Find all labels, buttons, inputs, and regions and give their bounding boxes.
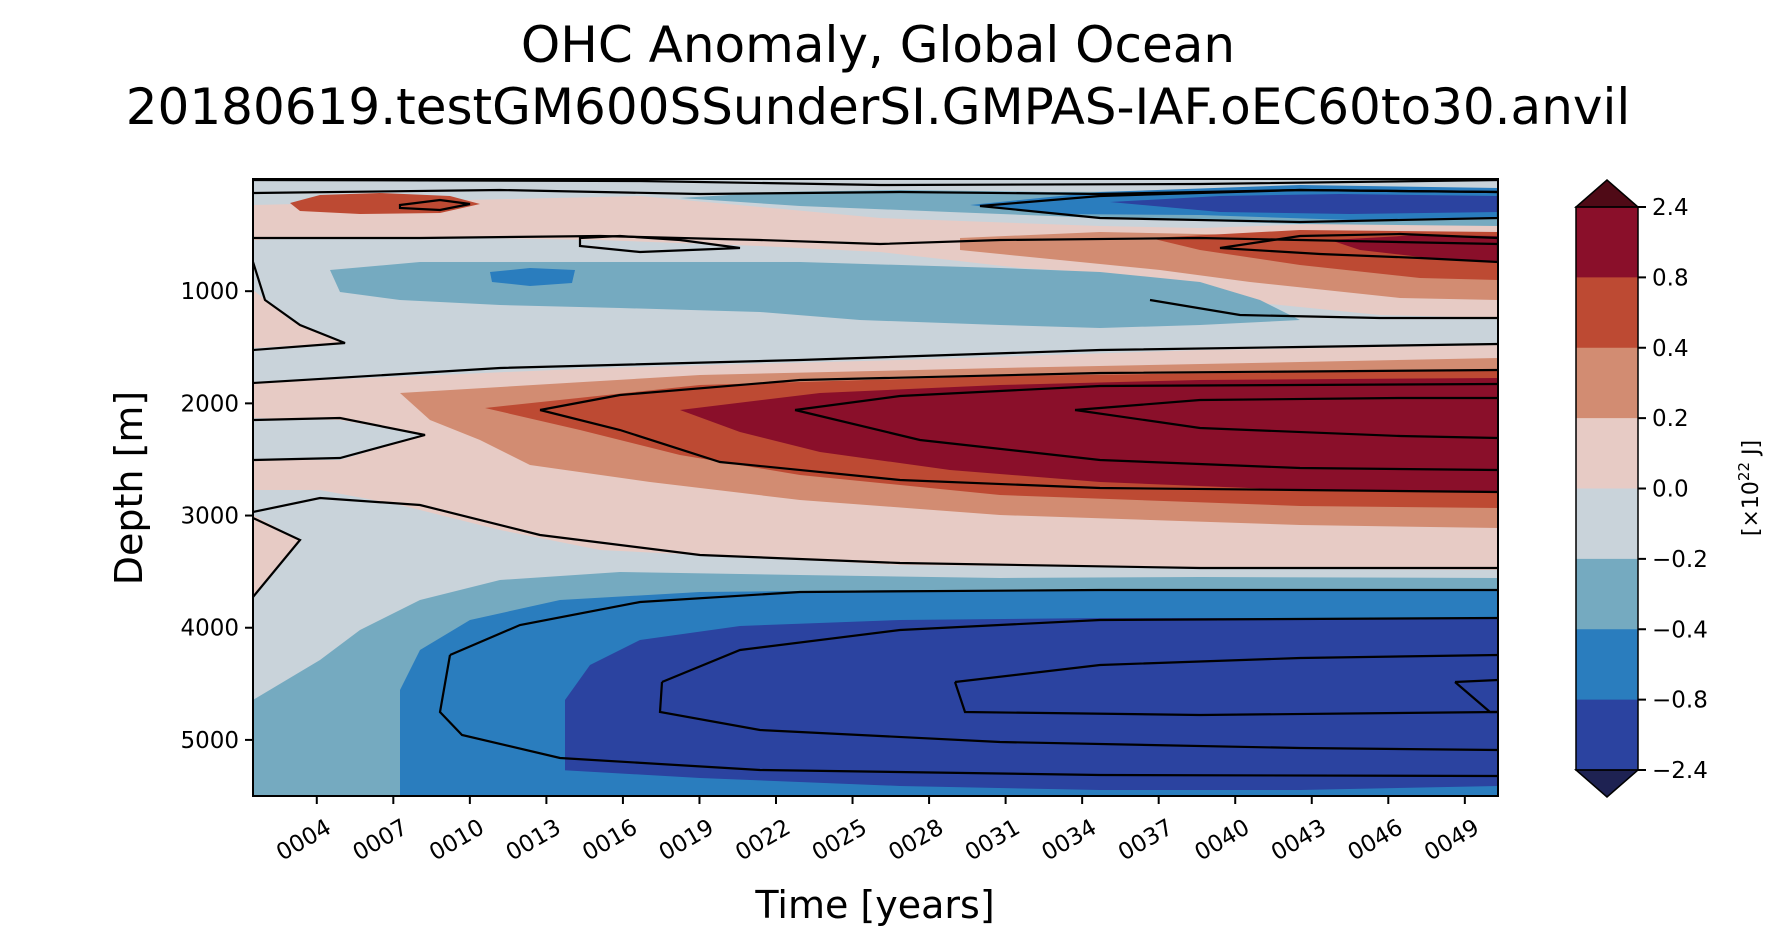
y-tick-label: 2000: [180, 391, 239, 417]
colorbar-bin: [1576, 699, 1638, 771]
region-neg-0.4-0.8-patch: [490, 268, 575, 286]
x-tick-label: 0049: [1420, 815, 1484, 867]
region-neg-0.4-0.8-bottom: [560, 770, 1498, 796]
contour-line: [253, 416, 426, 462]
region-pos-0.8-2.4-main: [680, 378, 1498, 492]
contour-line: [253, 179, 1498, 187]
contour-line: [578, 234, 741, 254]
colorbar-tick-label: −0.4: [1652, 617, 1708, 643]
contour-line: [539, 368, 1498, 412]
contour-line: [953, 681, 1498, 717]
colorbar-over-triangle: [1573, 179, 1641, 208]
colorbar-bin: [1576, 207, 1638, 278]
contour-line: [1454, 681, 1498, 714]
colorbar-bin: [1576, 488, 1638, 560]
colorbar-bin: [1576, 347, 1638, 419]
contour-line: [661, 616, 1498, 684]
x-tick-label: 0040: [1191, 815, 1255, 867]
colorbar-under-triangle: [1573, 769, 1641, 798]
contour-line: [1219, 232, 1498, 264]
x-tick-label: 0007: [349, 815, 413, 867]
x-tick-label: 0034: [1037, 815, 1101, 867]
contour-line: [1074, 396, 1498, 412]
contour-line: [253, 496, 1498, 570]
x-tick-label: 0025: [808, 815, 872, 867]
contour-line: [253, 261, 346, 352]
x-tick-label: 0046: [1344, 815, 1408, 867]
y-axis-ticks: 1000 2000 3000 4000 5000: [180, 279, 253, 754]
x-tick-label: 0016: [578, 815, 642, 867]
x-tick-label: 0031: [961, 815, 1025, 867]
chart-title: OHC Anomaly, Global Ocean: [521, 16, 1235, 74]
contour-line: [658, 681, 1498, 752]
colorbar-unit-suffix: J]: [1739, 440, 1764, 462]
x-axis-label: Time [years]: [754, 883, 994, 927]
colorbar: [1573, 179, 1641, 798]
colorbar-bin: [1576, 277, 1638, 349]
contour-line: [794, 382, 1498, 412]
colorbar-tick-label: 0.4: [1652, 336, 1689, 362]
contour-line: [954, 653, 1498, 684]
y-axis-label: Depth [m]: [107, 391, 151, 586]
x-tick-label: 0013: [502, 815, 566, 867]
contour-line: [1454, 678, 1498, 684]
y-tick-label: 1000: [180, 279, 239, 305]
colorbar-unit-label: [×1022 J]: [1735, 440, 1764, 536]
contour-line: [253, 517, 302, 598]
x-tick-label: 0043: [1267, 815, 1331, 867]
contour-line: [979, 188, 1498, 224]
plot-frame: [252, 178, 1499, 797]
x-tick-label: 0022: [731, 815, 795, 867]
colorbar-tick-label: 0.8: [1652, 265, 1689, 291]
region-neg-0.8-2.4-abyss: [565, 618, 1498, 796]
contour-line: [1149, 298, 1498, 320]
contour-line: [449, 588, 1498, 657]
colorbar-unit-exponent: 22: [1735, 462, 1753, 481]
y-tick-label: 5000: [180, 728, 239, 754]
contour-line: [253, 342, 1498, 385]
contour-line: [794, 408, 1498, 472]
y-tick-label: 3000: [180, 504, 239, 530]
colorbar-bin: [1576, 558, 1638, 630]
region-neg-0.8-2.4-surface: [1110, 194, 1498, 214]
x-tick-label: 0037: [1114, 815, 1178, 867]
colorbar-tick-label: −0.2: [1652, 547, 1708, 573]
x-tick-label: 0028: [884, 815, 948, 867]
contour-line: [398, 198, 471, 212]
colorbar-unit-prefix: [×10: [1739, 481, 1764, 536]
colorbar-bin: [1576, 629, 1638, 701]
colorbar-tick-label: 2.4: [1652, 195, 1689, 221]
colorbar-tick-label: −0.8: [1652, 688, 1708, 714]
colorbar-tick-label: 0.0: [1652, 477, 1689, 503]
contour-line: [253, 234, 1498, 246]
x-tick-label: 0010: [425, 815, 489, 867]
y-tick-label: 4000: [180, 616, 239, 642]
contour-lines: [253, 179, 1498, 778]
colorbar-bin: [1576, 418, 1638, 489]
x-axis-ticks: 0004 0007 0010 0013 0016 0019 0022 0025 0028 0031…: [272, 796, 1484, 866]
x-tick-label: 0004: [272, 815, 336, 867]
colorbar-tick-label: −2.4: [1652, 758, 1708, 784]
contour-line: [438, 654, 1498, 778]
contour-line: [1074, 408, 1498, 440]
colorbar-ticks: 2.4 0.8 0.4 0.2 0.0 −0.2 −0.4 −0.8 −2.4: [1638, 195, 1708, 784]
colorbar-tick-label: 0.2: [1652, 406, 1689, 432]
plot-area: [253, 179, 1498, 796]
chart-subtitle: 20180619.testGM600SSunderSI.GMPAS-IAF.oE…: [126, 78, 1631, 136]
contour-line: [539, 408, 1498, 494]
x-tick-label: 0019: [655, 815, 719, 867]
